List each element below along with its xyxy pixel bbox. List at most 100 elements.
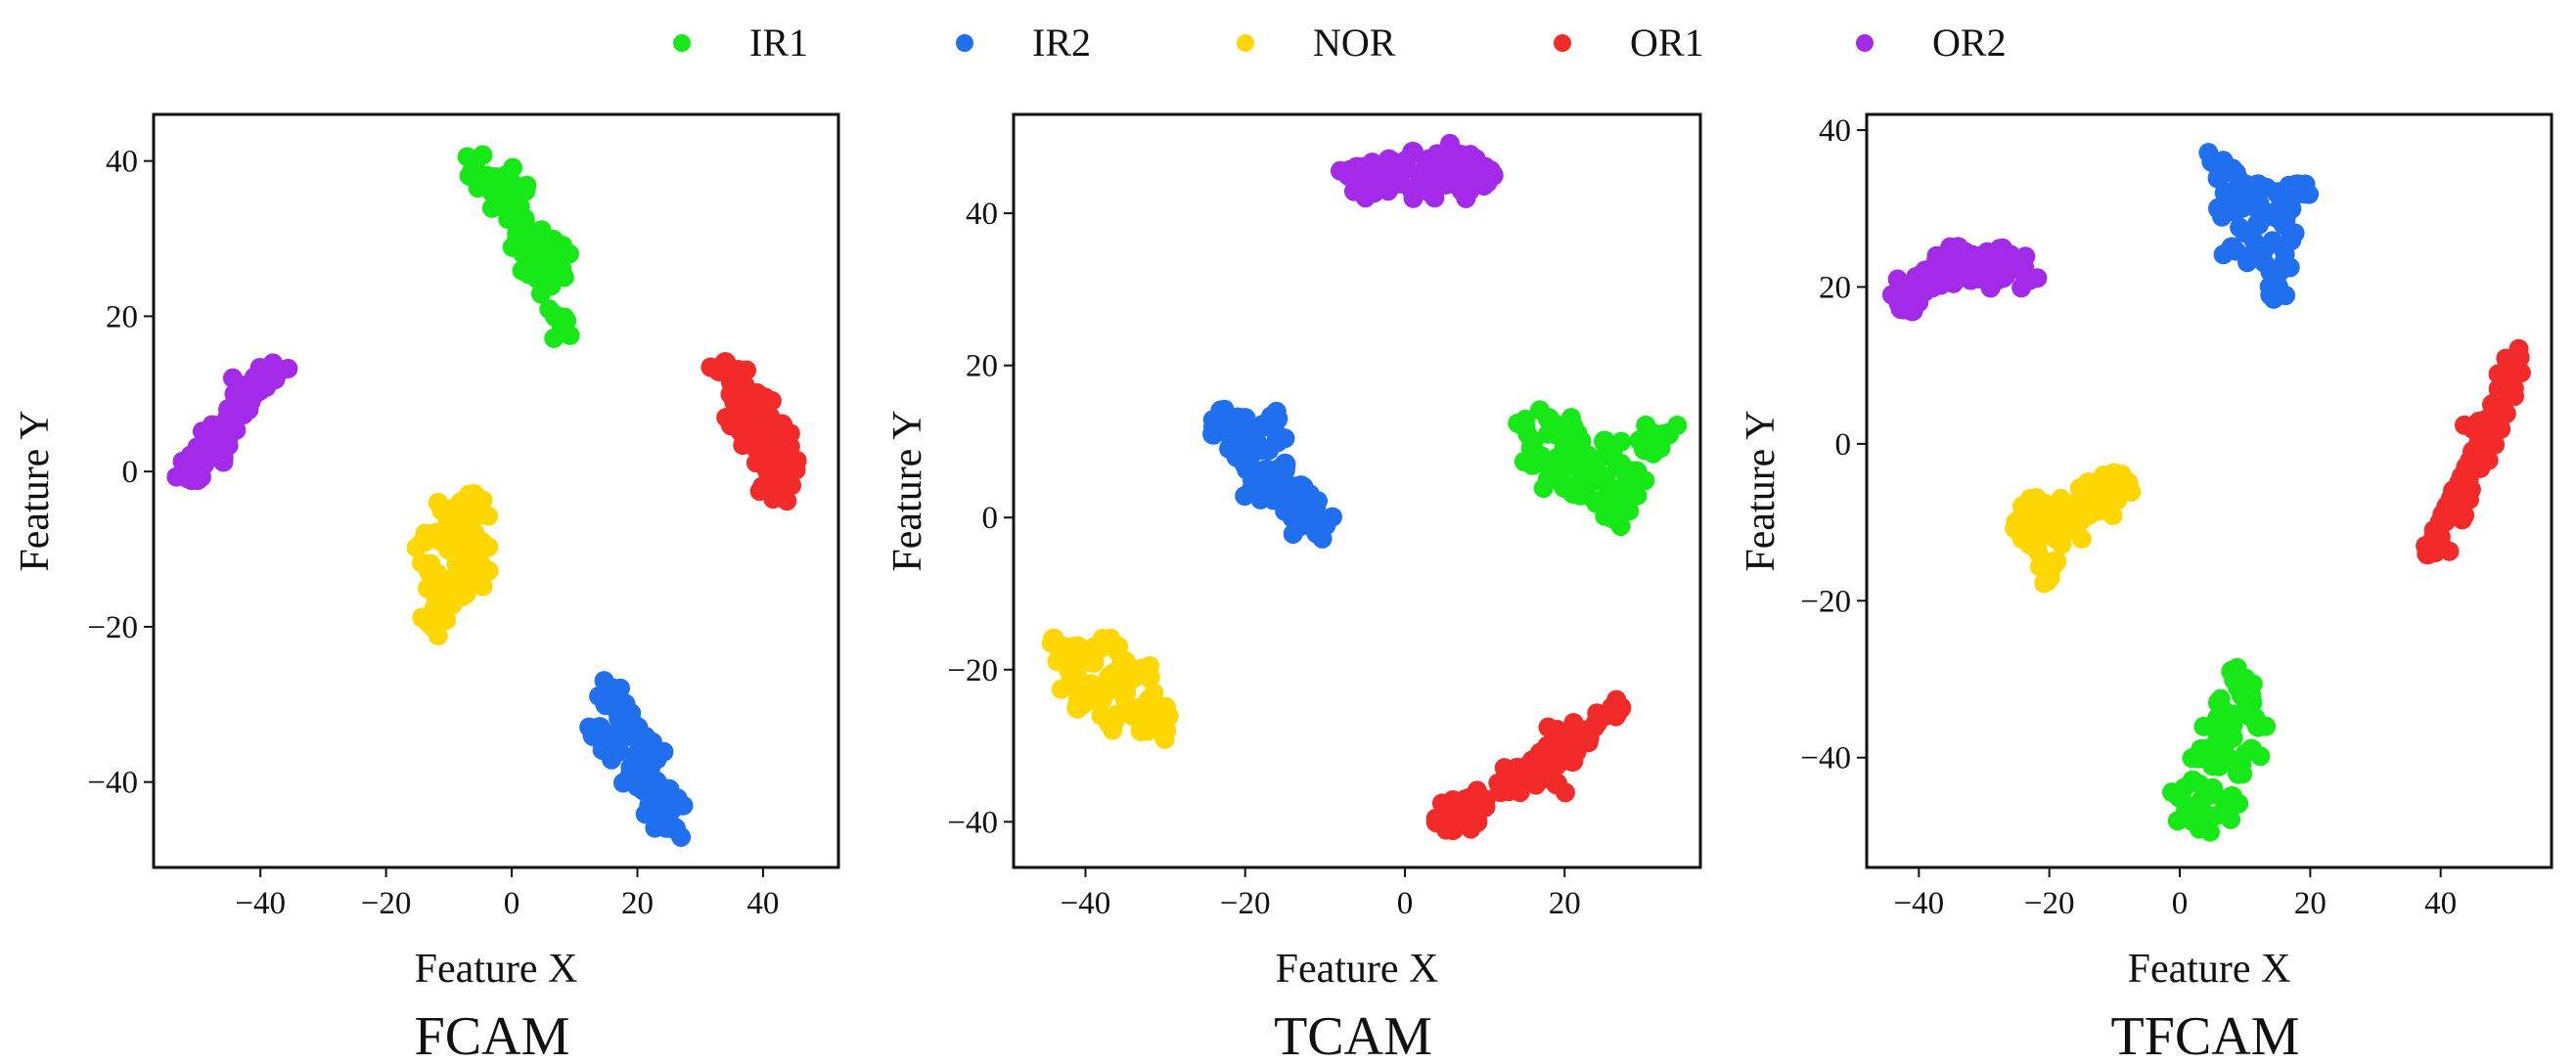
data-point (503, 157, 523, 178)
data-point (1525, 775, 1546, 795)
chart-panel-tcam: −40 −20 0 20 −40 −20 0 20 40 Feature X Feature Y TC… (885, 112, 1702, 1064)
data-point (1456, 188, 1476, 208)
data-point (1600, 435, 1620, 456)
data-point (1235, 486, 1255, 507)
data-point (1115, 701, 1136, 722)
data-point (741, 407, 761, 427)
data-point (661, 786, 682, 807)
data-point (609, 739, 629, 760)
data-point (463, 547, 483, 567)
series-ir2 (579, 671, 694, 847)
data-point (2508, 338, 2529, 359)
data-point (754, 387, 775, 408)
data-point (213, 447, 234, 467)
data-point (1436, 173, 1457, 194)
data-point (1235, 445, 1255, 466)
series-nor (1041, 628, 1179, 749)
data-point (635, 727, 655, 747)
data-point (2228, 168, 2248, 189)
y-tick-label: 0 (982, 501, 999, 536)
data-point (429, 531, 450, 552)
y-axis-label: Feature Y (885, 410, 930, 571)
data-point (1541, 770, 1561, 790)
x-tick-label: −40 (1894, 886, 1945, 921)
y-tick-label: 20 (1819, 270, 1851, 305)
data-point (1582, 469, 1603, 490)
data-point (2272, 237, 2292, 257)
data-point (2266, 207, 2286, 228)
x-tick-label: −20 (2024, 886, 2075, 921)
y-tick-label: 40 (966, 197, 998, 232)
data-point (1103, 720, 1123, 740)
data-point (2496, 403, 2516, 423)
data-point (1131, 712, 1152, 732)
data-point (453, 492, 474, 512)
data-point (478, 537, 499, 557)
data-point (1563, 713, 1584, 733)
data-point (1268, 459, 1288, 479)
data-point (2274, 193, 2294, 213)
data-point (671, 826, 692, 847)
data-point (627, 776, 648, 797)
legend-marker (1856, 34, 1874, 52)
series-or1 (700, 352, 807, 511)
data-point (579, 717, 600, 737)
data-point (2240, 182, 2261, 202)
data-point (2191, 739, 2211, 760)
data-point (2455, 505, 2475, 525)
data-point (1219, 438, 1240, 459)
legend-item-ir1: IR1 (673, 14, 808, 72)
x-tick-label: 0 (504, 886, 520, 921)
y-tick-label: 40 (1819, 113, 1851, 149)
data-point (780, 423, 800, 444)
data-point (1969, 269, 1990, 289)
data-point (1635, 470, 1655, 491)
series-nor (406, 483, 499, 645)
data-point (594, 671, 614, 691)
data-point (232, 381, 252, 402)
data-point (560, 244, 580, 264)
data-point (2256, 177, 2277, 198)
data-point (1092, 628, 1112, 648)
data-point (1051, 679, 1071, 699)
data-point (1494, 758, 1514, 778)
data-point (2102, 506, 2123, 526)
data-point (1420, 183, 1440, 203)
legend-label: IR1 (749, 21, 808, 65)
data-point (1613, 475, 1634, 496)
data-point (1529, 447, 1550, 467)
plot-frame (152, 112, 840, 869)
data-point (2250, 248, 2271, 269)
data-point (777, 458, 797, 478)
data-point (2027, 268, 2048, 288)
y-tick-label: −20 (947, 653, 998, 688)
data-point (516, 181, 536, 201)
data-point (1605, 458, 1626, 478)
x-tick-label: 20 (621, 886, 654, 921)
data-point (1577, 485, 1598, 506)
data-point (1339, 159, 1360, 180)
data-point (606, 690, 626, 711)
legend-label: NOR (1313, 21, 1396, 65)
data-point (654, 741, 674, 762)
data-point (412, 607, 432, 628)
data-point (2299, 184, 2320, 204)
data-point (2198, 143, 2219, 163)
legend-item-ir2: IR2 (956, 14, 1091, 72)
data-point (515, 208, 535, 229)
data-point (1899, 286, 1920, 306)
y-tick-label: −20 (1800, 584, 1851, 619)
data-point (1627, 485, 1648, 506)
data-point (1436, 820, 1457, 840)
series-ir1 (457, 145, 580, 348)
data-point (540, 245, 561, 266)
data-point (641, 765, 661, 785)
data-point (554, 313, 574, 333)
data-point (1130, 697, 1151, 718)
panel-title: FCAM (415, 1006, 570, 1064)
data-point (764, 414, 785, 434)
data-point (2069, 478, 2090, 499)
data-point (1556, 453, 1576, 473)
legend-item-or1: OR1 (1554, 14, 1704, 72)
data-point (1147, 696, 1167, 717)
